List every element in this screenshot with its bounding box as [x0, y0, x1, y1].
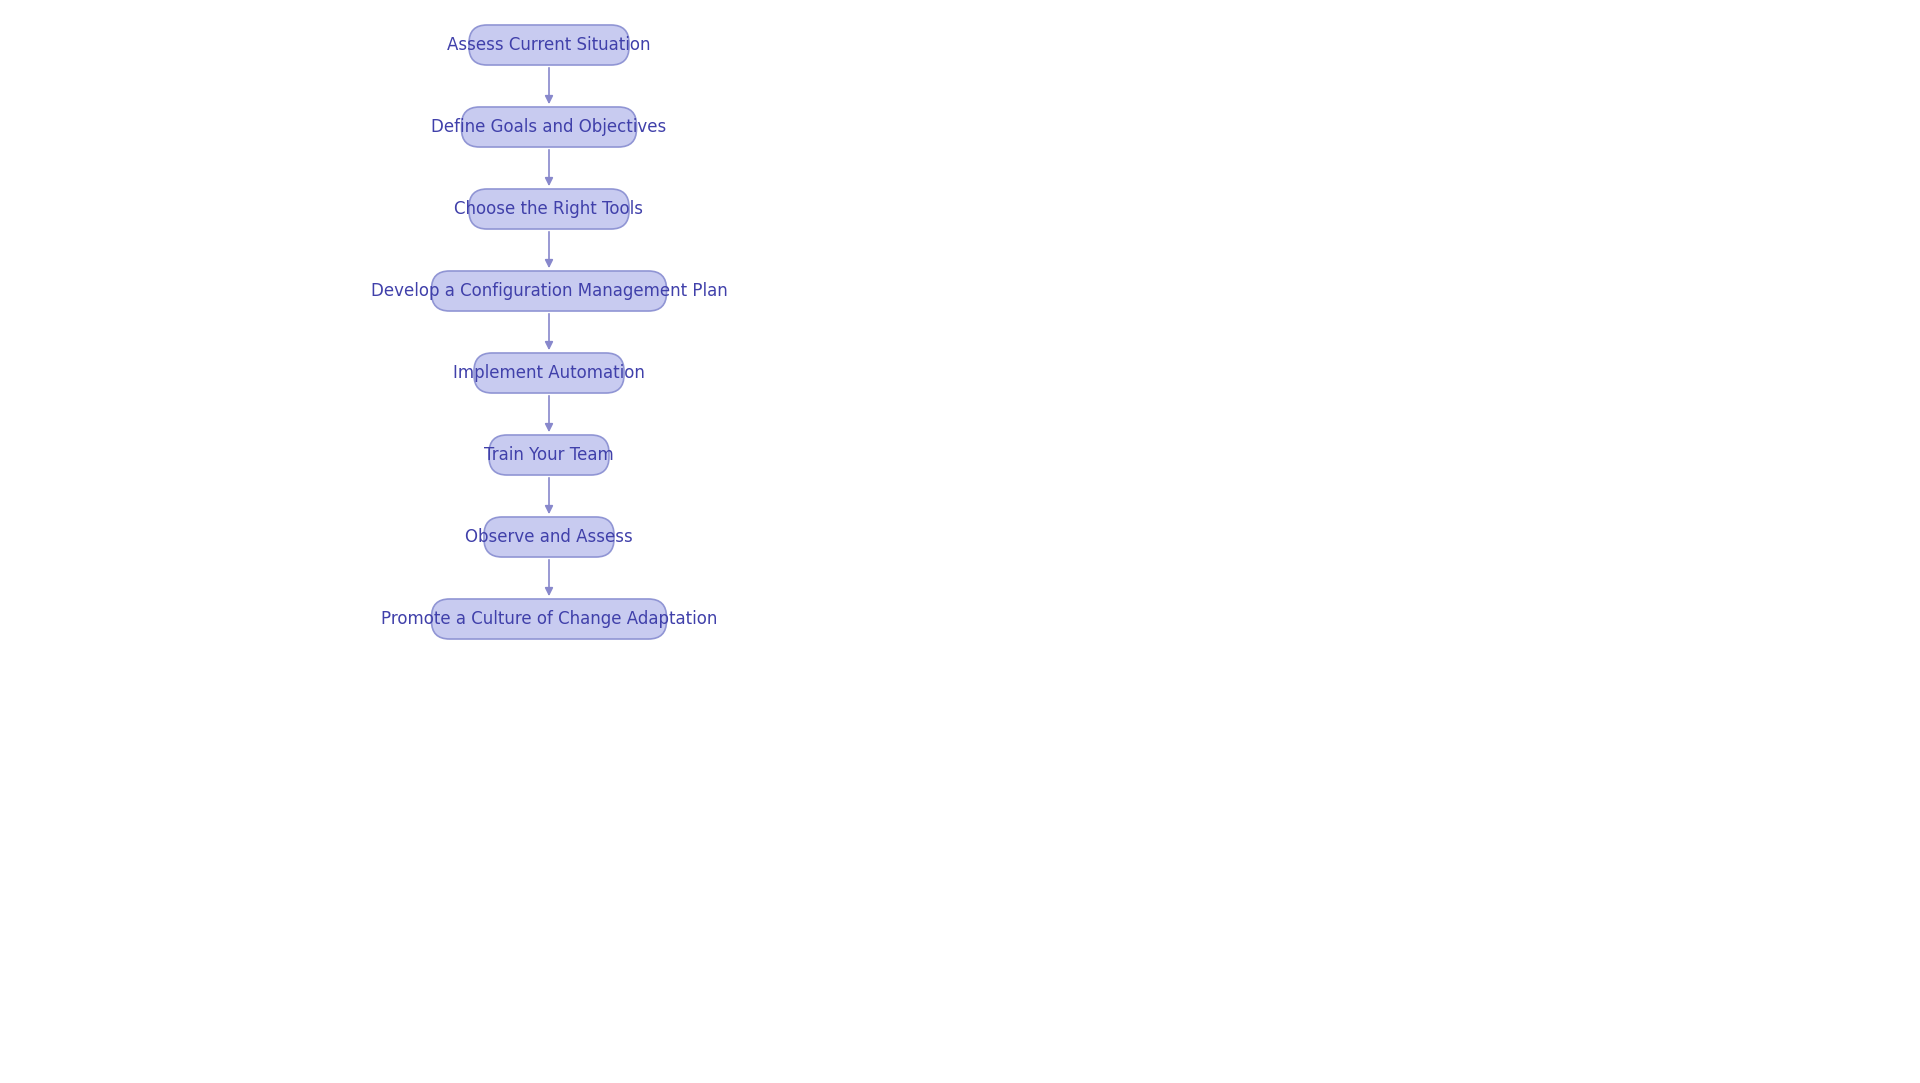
Text: Implement Automation: Implement Automation — [453, 364, 645, 382]
FancyBboxPatch shape — [474, 353, 624, 393]
FancyBboxPatch shape — [432, 271, 666, 311]
FancyBboxPatch shape — [461, 107, 637, 147]
Text: Assess Current Situation: Assess Current Situation — [447, 36, 651, 54]
FancyBboxPatch shape — [468, 25, 630, 65]
FancyBboxPatch shape — [468, 190, 630, 229]
FancyBboxPatch shape — [484, 517, 614, 557]
Text: Promote a Culture of Change Adaptation: Promote a Culture of Change Adaptation — [380, 610, 718, 628]
Text: Develop a Configuration Management Plan: Develop a Configuration Management Plan — [371, 282, 728, 300]
Text: Train Your Team: Train Your Team — [484, 446, 614, 464]
Text: Define Goals and Objectives: Define Goals and Objectives — [432, 118, 666, 136]
Text: Observe and Assess: Observe and Assess — [465, 529, 634, 546]
FancyBboxPatch shape — [432, 599, 666, 639]
FancyBboxPatch shape — [490, 435, 609, 475]
Text: Choose the Right Tools: Choose the Right Tools — [455, 200, 643, 218]
